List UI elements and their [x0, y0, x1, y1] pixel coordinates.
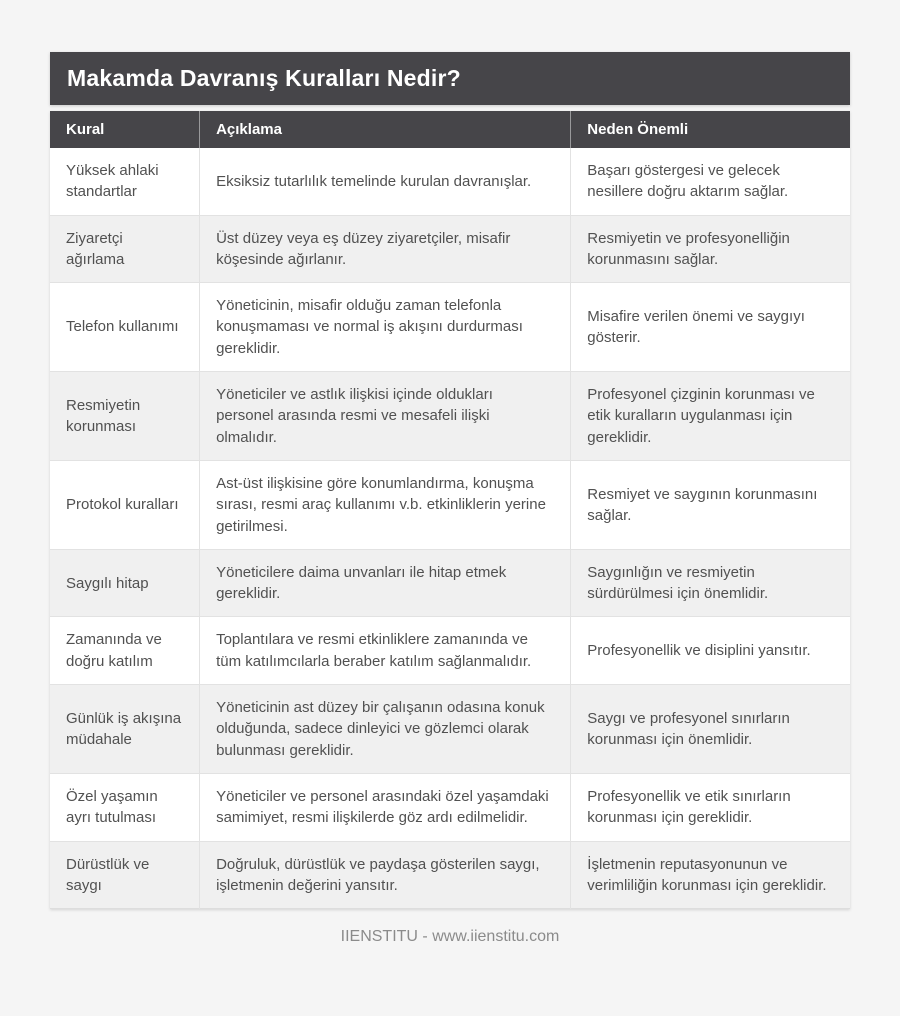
rule-cell: Zamanında ve doğru katılım: [50, 616, 201, 685]
table-row: Ziyaretçi ağırlama Üst düzey veya eş düz…: [50, 214, 850, 283]
rule-cell: Özel yaşamın ayrı tutulması: [50, 772, 201, 842]
description-cell: Yöneticilere daima unvanları ile hitap e…: [199, 548, 572, 617]
rule-cell: Saygılı hitap: [50, 548, 201, 617]
rule-cell: Ziyaretçi ağırlama: [50, 214, 201, 283]
table-row: Resmiyetin korunması Yöneticiler ve astl…: [50, 371, 850, 461]
importance-cell: Profesyonellik ve etik sınırların korunm…: [570, 772, 850, 842]
title-bar: Makamda Davranış Kuralları Nedir?: [50, 52, 850, 105]
importance-cell: Başarı göstergesi ve gelecek nesillere d…: [587, 162, 789, 201]
importance-cell: Misafire verilen önemi ve saygıyı göster…: [570, 282, 850, 372]
rule-cell: Telefon kullanımı: [50, 282, 201, 372]
rules-table: Kural Açıklama Neden Önemli Yüksek ahlak…: [50, 111, 850, 910]
description-cell: Yöneticiler ve astlık ilişkisi içinde ol…: [199, 371, 572, 461]
description-cell: Doğruluk, dürüstlük ve paydaşa gösterile…: [199, 840, 572, 909]
table-row: Dürüstlük ve saygı Doğruluk, dürüstlük v…: [50, 840, 850, 909]
table-body: Yüksek ahlaki standartlar Eksiksiz tutar…: [50, 148, 850, 909]
table-row: Protokol kuralları Ast-üst ilişkisine gö…: [50, 459, 850, 550]
column-header-neden-onemli: Neden Önemli: [570, 111, 850, 148]
rule-cell: Protokol kuralları: [50, 459, 201, 550]
description-cell: Toplantılara ve resmi etkinliklere zaman…: [199, 616, 572, 685]
table-row: Günlük iş akışına müdahale Yöneticinin a…: [50, 684, 850, 774]
page-title: Makamda Davranış Kuralları Nedir?: [67, 65, 461, 91]
table-header-row: Kural Açıklama Neden Önemli: [50, 111, 850, 148]
rule-cell: Dürüstlük ve saygı: [50, 840, 201, 909]
importance-cell: Profesyonellik ve disiplini yansıtır.: [570, 616, 850, 685]
footer-credit: IIENSTITU - www.iienstitu.com: [340, 928, 560, 946]
content-card: Makamda Davranış Kuralları Nedir? Kural …: [50, 52, 850, 910]
rule-cell: Resmiyetin korunması: [50, 371, 201, 461]
rule-cell: Günlük iş akışına müdahale: [50, 684, 201, 774]
table-row: Zamanında ve doğru katılım Toplantılara …: [50, 616, 850, 685]
table-row: Saygılı hitap Yöneticilere daima unvanla…: [50, 548, 850, 617]
column-header-aciklama: Açıklama: [199, 111, 572, 148]
importance-cell: Resmiyet ve saygının korunmasını sağlar.: [570, 459, 850, 550]
importance-cell: Saygınlığın ve resmiyetin sürdürülmesi i…: [570, 548, 850, 617]
description-cell: Yöneticinin ast düzey bir çalışanın odas…: [199, 684, 572, 774]
column-header-kural: Kural: [50, 111, 201, 148]
description-cell: Eksiksiz tutarlılık temelinde kurulan da…: [199, 148, 572, 216]
description-cell: Yöneticinin, misafir olduğu zaman telefo…: [199, 282, 572, 372]
importance-cell: Saygı ve profesyonel sınırların korunmas…: [570, 684, 850, 774]
table-row: Yüksek ahlaki standartlar Eksiksiz tutar…: [50, 148, 850, 216]
description-cell: Yöneticiler ve personel arasındaki özel …: [199, 772, 572, 842]
rule-cell: Yüksek ahlaki standartlar: [50, 148, 201, 216]
table-row: Telefon kullanımı Yöneticinin, misafir o…: [50, 282, 850, 372]
description-cell: Üst düzey veya eş düzey ziyaretçiler, mi…: [199, 214, 572, 283]
description-cell: Ast-üst ilişkisine göre konumlandırma, k…: [199, 459, 572, 550]
importance-cell: Resmiyetin ve profesyonelliğin korunması…: [570, 214, 850, 283]
importance-cell: Profesyonel çizginin korunması ve etik k…: [570, 371, 850, 461]
table-row: Özel yaşamın ayrı tutulması Yöneticiler …: [50, 772, 850, 842]
importance-cell: İşletmenin reputasyonunun ve verimliliği…: [570, 840, 850, 909]
